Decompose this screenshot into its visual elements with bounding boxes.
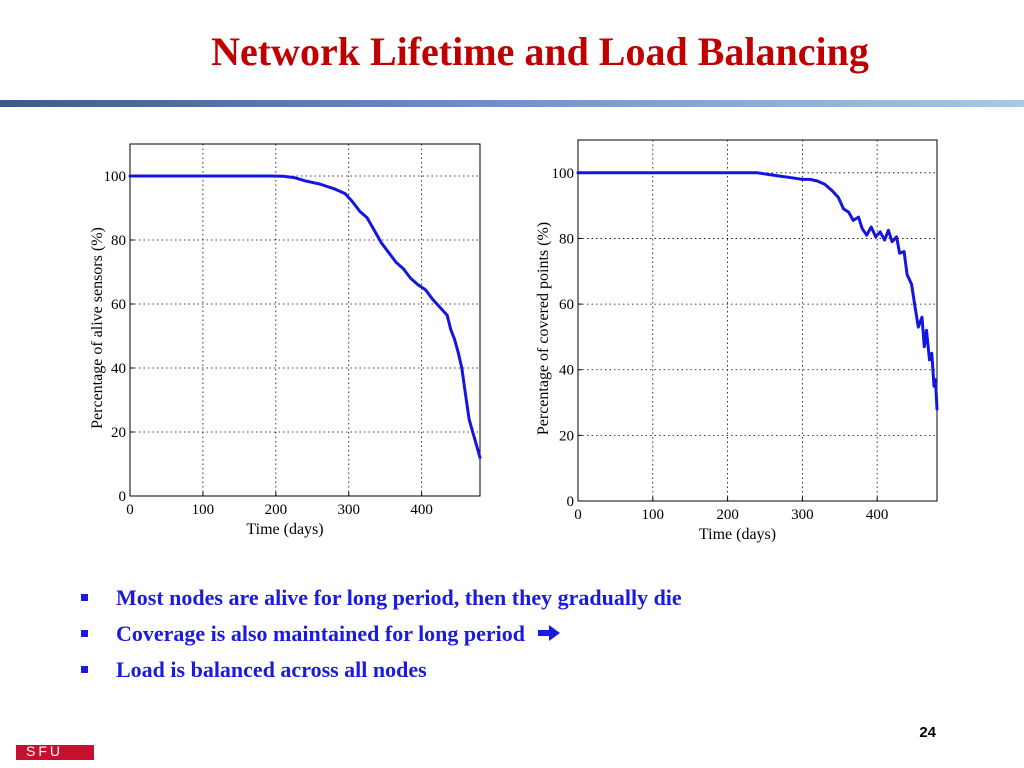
x-tick-label: 300 bbox=[791, 507, 814, 523]
x-tick-label: 0 bbox=[126, 502, 134, 518]
y-tick-label: 20 bbox=[559, 428, 574, 444]
y-axis-label: Percentage of alive sensors (%) bbox=[89, 227, 106, 429]
page-number: 24 bbox=[919, 724, 936, 741]
x-axis-label: Time (days) bbox=[699, 526, 776, 543]
x-tick-label: 200 bbox=[716, 507, 739, 523]
y-tick-label: 80 bbox=[559, 231, 574, 247]
logo-text: SFU bbox=[26, 743, 63, 759]
y-tick-label: 20 bbox=[111, 425, 126, 441]
x-tick-label: 100 bbox=[192, 502, 215, 518]
plot-frame bbox=[129, 143, 481, 497]
logo-stripe bbox=[16, 736, 94, 745]
title-underline bbox=[0, 100, 1024, 107]
bullet-text: Load is balanced across all nodes bbox=[116, 657, 427, 682]
y-tick-label: 100 bbox=[552, 166, 575, 182]
plot-frame bbox=[577, 139, 938, 502]
x-tick-label: 0 bbox=[574, 507, 582, 523]
y-tick-label: 100 bbox=[104, 169, 127, 185]
right-arrow-icon bbox=[537, 625, 560, 641]
bullet-item: Most nodes are alive for long period, th… bbox=[78, 584, 682, 620]
square-bullet-icon bbox=[81, 630, 88, 637]
square-bullet-icon bbox=[81, 666, 88, 673]
y-tick-label: 80 bbox=[111, 233, 126, 249]
series-line bbox=[576, 171, 939, 411]
bullet-list: Most nodes are alive for long period, th… bbox=[78, 584, 682, 692]
y-tick-label: 0 bbox=[119, 489, 127, 505]
x-tick-label: 400 bbox=[410, 502, 433, 518]
alive-sensors-chart: 0 100 200 300 400 0 20 40 60 80 100 Time (days) Perc… bbox=[89, 143, 482, 538]
bullet-text: Coverage is also maintained for long per… bbox=[116, 621, 526, 646]
square-bullet-icon bbox=[81, 594, 88, 601]
x-tick-label: 400 bbox=[866, 507, 889, 523]
y-tick-label: 40 bbox=[559, 363, 574, 379]
y-tick-label: 60 bbox=[559, 297, 574, 313]
bullet-item: Load is balanced across all nodes bbox=[78, 656, 682, 692]
y-tick-label: 0 bbox=[567, 494, 575, 510]
x-tick-label: 200 bbox=[265, 502, 288, 518]
slide-title: Network Lifetime and Load Balancing bbox=[211, 29, 869, 74]
sfu-logo: SFU bbox=[16, 736, 94, 760]
x-tick-label: 100 bbox=[642, 507, 665, 523]
y-tick-label: 60 bbox=[111, 297, 126, 313]
x-axis-label: Time (days) bbox=[246, 521, 323, 538]
y-axis-label: Percentage of covered points (%) bbox=[535, 222, 552, 435]
series-line bbox=[128, 174, 482, 460]
y-tick-label: 40 bbox=[111, 361, 126, 377]
covered-points-chart: 0 100 200 300 400 0 20 40 60 80 100 Time (days) Perc… bbox=[535, 139, 939, 543]
x-tick-label: 300 bbox=[338, 502, 361, 518]
bullet-text: Most nodes are alive for long period, th… bbox=[116, 585, 682, 610]
bullet-item: Coverage is also maintained for long per… bbox=[78, 620, 682, 656]
